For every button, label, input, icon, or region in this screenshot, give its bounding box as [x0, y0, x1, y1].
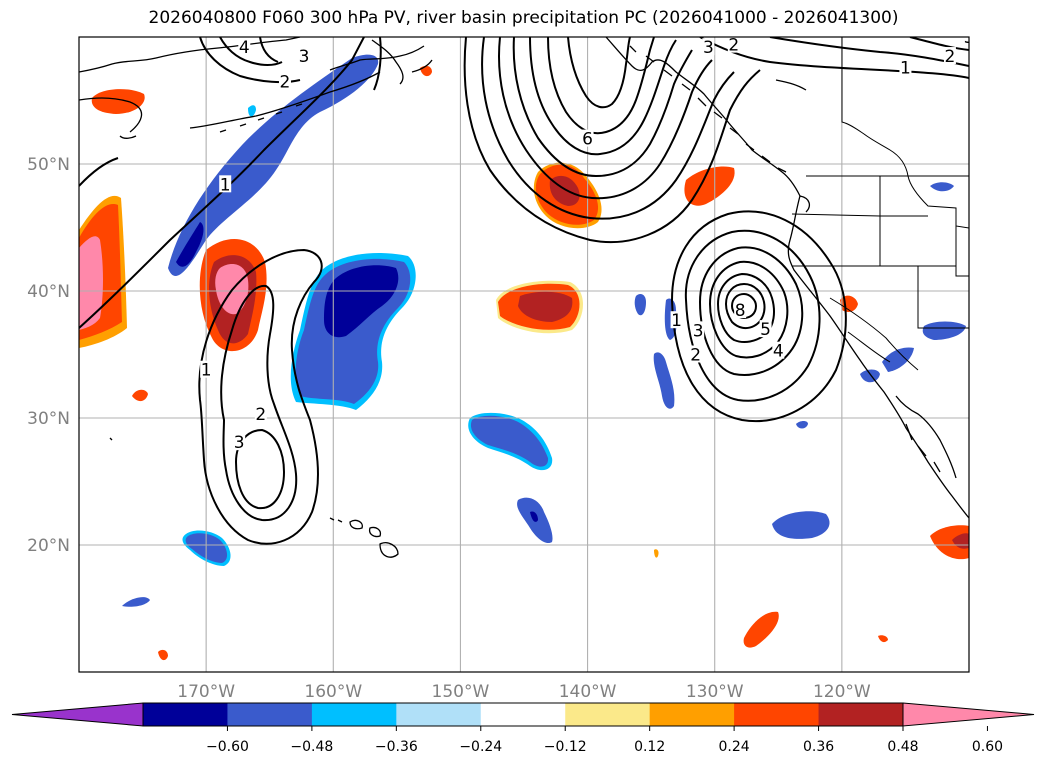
contour-label-bg — [233, 433, 246, 451]
contour-label-bg — [734, 301, 747, 319]
contour-label-bg — [278, 72, 291, 90]
colorbar-swatch — [143, 703, 228, 726]
contour-label: 1 — [220, 175, 231, 195]
contour-label-bg — [670, 311, 683, 329]
colorbar-label: 0.60 — [972, 739, 1003, 755]
lon-label: 170°W — [177, 682, 235, 702]
contour-label-bg — [298, 47, 311, 65]
colorbar-label: −0.12 — [544, 739, 587, 755]
colorbar-extend-high — [902, 702, 1035, 727]
lat-label: 40°N — [27, 282, 70, 302]
contour-label-bg — [581, 129, 594, 147]
colorbar: −0.60 −0.48 −0.36 −0.24 −0.12 0.12 0.24 0.36 0.4… — [11, 702, 1035, 755]
colorbar-swatch — [311, 703, 397, 726]
colorbar-extend-low — [11, 702, 144, 727]
lon-label: 140°W — [559, 682, 617, 702]
colorbar-label: −0.60 — [206, 739, 249, 755]
political-borders — [791, 37, 969, 371]
colorbar-swatch — [480, 703, 566, 726]
contour-label: 3 — [964, 28, 975, 48]
contour-label: 3 — [234, 433, 245, 453]
contour-label-bg — [692, 321, 705, 339]
contour-label: 2 — [728, 36, 739, 56]
contour-label: 8 — [735, 301, 746, 321]
lat-label: 20°N — [27, 536, 70, 556]
latitude-labels: 50°N 40°N 30°N 20°N — [27, 155, 70, 556]
colorbar-label: −0.36 — [375, 739, 418, 755]
colorbar-label: 0.12 — [634, 739, 665, 755]
contour-label-bg — [899, 58, 912, 76]
contour-label: 2 — [255, 405, 266, 425]
map-frame — [78, 36, 970, 673]
colorbar-swatch — [227, 703, 313, 726]
colorbar-label: 0.36 — [803, 739, 834, 755]
contour-label: 2 — [690, 346, 701, 366]
lon-label: 150°W — [432, 682, 490, 702]
precipitation-pc-shading — [79, 54, 969, 661]
contour-label-bg — [689, 345, 702, 363]
contour-label-bg — [759, 320, 772, 338]
colorbar-label: −0.48 — [290, 739, 333, 755]
colorbar-swatch — [396, 703, 482, 726]
contour-label-bg — [943, 47, 956, 65]
contour-label: 3 — [703, 38, 714, 58]
contour-label-bg — [702, 38, 715, 56]
lon-label: 130°W — [686, 682, 744, 702]
contour-label-bg — [254, 405, 267, 423]
contour-label: 1 — [201, 361, 212, 381]
contour-label: 4 — [239, 38, 250, 58]
colorbar-label: 0.24 — [719, 739, 750, 755]
contour-label: 6 — [582, 130, 593, 150]
contour-label-bg — [727, 37, 740, 53]
lat-label: 30°N — [27, 409, 70, 429]
contour-label-bg — [200, 360, 213, 378]
contour-label: 3 — [693, 321, 704, 341]
colorbar-label: 0.48 — [887, 739, 918, 755]
contour-label-bg — [963, 37, 969, 45]
colorbar-label: −0.24 — [459, 739, 502, 755]
contour-label: 4 — [773, 342, 784, 362]
colorbar-swatch — [734, 703, 820, 726]
contour-label-bg — [238, 38, 251, 56]
contour-label: 1 — [671, 311, 682, 331]
contour-label: 3 — [299, 47, 310, 67]
contour-label: 1 — [900, 58, 911, 78]
pv-contours — [79, 37, 969, 545]
contour-label-bg — [219, 175, 232, 193]
colorbar-swatch — [649, 703, 735, 726]
colorbar-swatch — [565, 703, 651, 726]
colorbar-frame — [142, 702, 904, 727]
contour-label: 5 — [760, 320, 771, 340]
contour-label: 2 — [945, 47, 956, 67]
lon-label: 160°W — [304, 682, 362, 702]
longitude-labels: 170°W 160°W 150°W 140°W 130°W 120°W — [177, 682, 871, 702]
graticule — [79, 37, 969, 672]
map-title: 2026040800 F060 300 hPa PV, river basin … — [148, 8, 899, 28]
colorbar-swatch — [818, 703, 904, 726]
lat-label: 50°N — [27, 155, 70, 175]
contour-label-bg — [772, 341, 785, 359]
contour-label: 2 — [280, 72, 291, 92]
lon-label: 120°W — [813, 682, 871, 702]
